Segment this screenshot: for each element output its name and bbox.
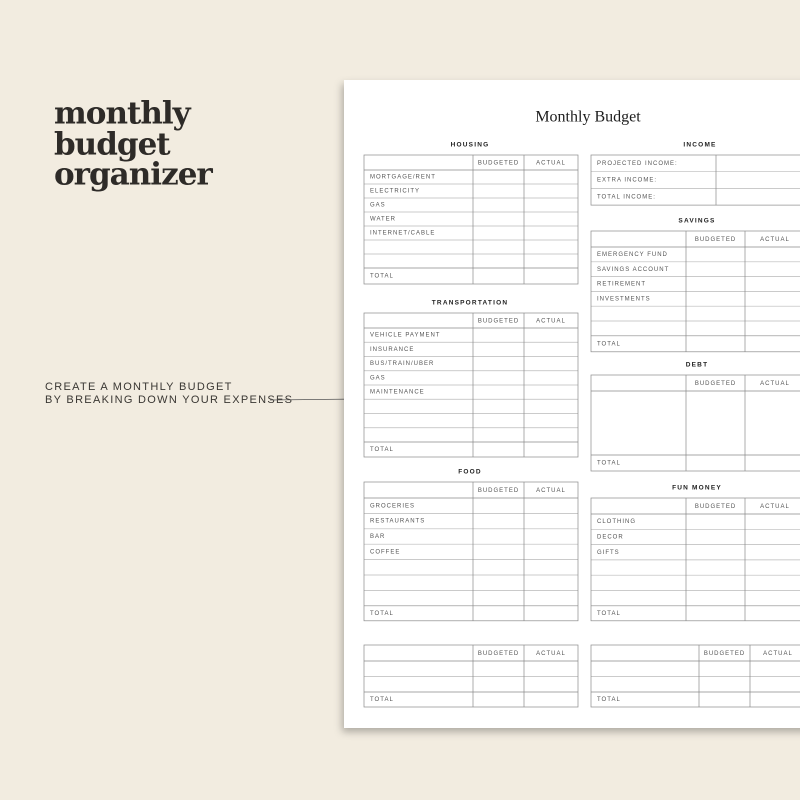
sections: HOUSING BUDGETED ACTUAL MORTGAGE/RENT ELECTR… [363, 142, 800, 708]
row-label: VEHICLE PAYMENT [370, 333, 440, 339]
total-label: TOTAL [597, 611, 621, 617]
budget-section: FUN MONEY BUDGETED ACTUAL CLOTHING DECOR GIFT… [590, 485, 800, 622]
headline-line: budget [54, 127, 171, 163]
caption-line: BY BREAKING DOWN YOUR EXPENSES [45, 394, 293, 406]
section-title: FUN MONEY [672, 485, 722, 492]
column-header: ACTUAL [536, 161, 566, 167]
table-frame [590, 497, 800, 622]
row-label: TOTAL INCOME: [597, 194, 656, 200]
row-label: EMERGENCY FUND [597, 252, 668, 258]
headline-line: organizer [54, 157, 213, 193]
total-label: TOTAL [597, 461, 621, 467]
column-header: ACTUAL [760, 381, 790, 387]
section-title: SAVINGS [678, 218, 715, 225]
row-label: INSURANCE [370, 347, 414, 353]
column-header: ACTUAL [536, 319, 566, 325]
section-title: INCOME [683, 142, 716, 149]
column-header: BUDGETED [695, 504, 736, 510]
budget-section: HOUSING BUDGETED ACTUAL MORTGAGE/RENT ELECTR… [363, 142, 579, 285]
column-header: BUDGETED [478, 161, 519, 167]
row-label: GAS [370, 375, 386, 381]
budget-section: INCOME PROJECTED INCOME: EXTRA INCOME: TOTA… [590, 142, 800, 206]
total-label: TOTAL [597, 697, 621, 703]
total-label: TOTAL [370, 447, 394, 453]
table-frame [363, 481, 579, 622]
column-header: ACTUAL [536, 488, 566, 494]
column-header: ACTUAL [536, 651, 566, 657]
row-label: WATER [370, 217, 396, 223]
total-label: TOTAL [370, 274, 394, 280]
table-frame [363, 644, 579, 708]
row-label: INTERNET/CABLE [370, 231, 435, 237]
caption-line: CREATE A MONTHLY BUDGET [45, 381, 233, 393]
row-label: MAINTENANCE [370, 390, 425, 396]
section-title: HOUSING [451, 142, 490, 149]
column-header: BUDGETED [695, 381, 736, 387]
row-label: COFFEE [370, 549, 400, 555]
column-header: BUDGETED [478, 651, 519, 657]
column-header: BUDGETED [704, 651, 745, 657]
total-label: TOTAL [370, 611, 394, 617]
budget-section: BUDGETED ACTUAL TOTAL [363, 644, 579, 708]
table-frame [363, 154, 579, 285]
table-frame [590, 374, 800, 472]
row-label: EXTRA INCOME: [597, 178, 657, 184]
budget-section: SAVINGS BUDGETED ACTUAL EMERGENCY FUND SAVIN… [590, 218, 800, 353]
row-label: CLOTHING [597, 519, 636, 525]
budget-section: BUDGETED ACTUAL TOTAL [590, 644, 800, 708]
row-label: DECOR [597, 535, 624, 541]
row-label: GIFTS [597, 550, 620, 556]
row-label: PROJECTED INCOME: [597, 161, 678, 167]
column-header: BUDGETED [695, 237, 736, 243]
section-title: DEBT [686, 362, 709, 369]
row-label: MORTGAGE/RENT [370, 175, 436, 181]
column-header: ACTUAL [763, 651, 793, 657]
row-label: BAR [370, 534, 385, 540]
column-header: ACTUAL [760, 504, 790, 510]
row-label: SAVINGS ACCOUNT [597, 267, 669, 273]
column-header: BUDGETED [478, 319, 519, 325]
column-header: ACTUAL [760, 237, 790, 243]
column-header: BUDGETED [478, 488, 519, 494]
row-label: GAS [370, 203, 386, 209]
section-title: FOOD [458, 469, 482, 476]
section-title: TRANSPORTATION [432, 300, 509, 307]
planner-sheet [344, 80, 800, 728]
row-label: GROCERIES [370, 503, 415, 509]
row-label: ELECTRICITY [370, 189, 420, 195]
row-label: RESTAURANTS [370, 519, 425, 525]
budget-section: TRANSPORTATION BUDGETED ACTUAL VEHICLE PAYM… [363, 300, 579, 458]
total-label: TOTAL [597, 341, 621, 347]
table-frame [590, 644, 800, 708]
row-label: INVESTMENTS [597, 296, 651, 302]
budget-section: DEBT BUDGETED ACTUAL TOTAL [590, 362, 800, 472]
table-frame [590, 154, 800, 206]
total-label: TOTAL [370, 697, 394, 703]
headline-line: monthly [54, 96, 192, 132]
planner-title: Monthly Budget [535, 109, 641, 126]
row-label: BUS/TRAIN/UBER [370, 361, 434, 367]
budget-section: FOOD BUDGETED ACTUAL GROCERIES RESTAURANTS BA… [363, 469, 579, 622]
row-label: RETIREMENT [597, 282, 646, 288]
